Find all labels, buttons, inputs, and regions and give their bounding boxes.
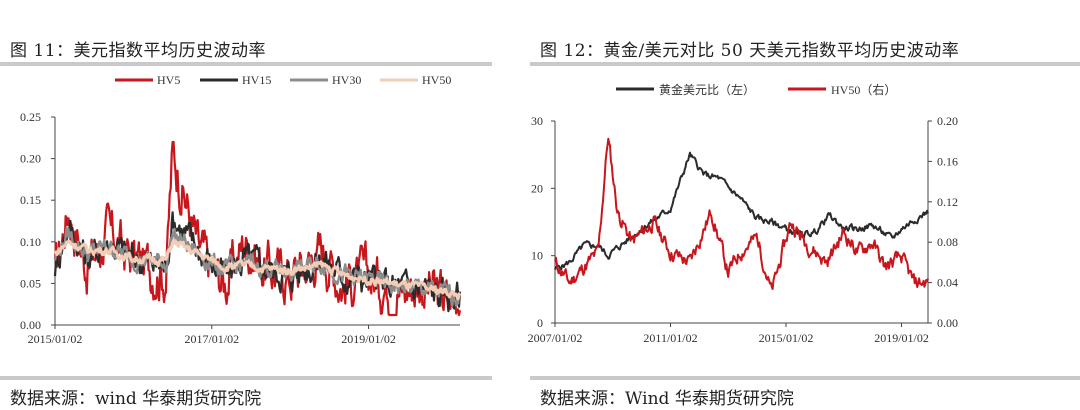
chart-title: 图 12：黄金/美元对比 50 天美元指数平均历史波动率	[540, 41, 960, 61]
source-note: 数据来源：Wind 华泰期货研究院	[540, 389, 794, 409]
hv-chart: 0.00 0.05 0.10 0.15 0.20 0.25 2015/01/02 2017/0…	[20, 73, 462, 346]
legend-label-hv5: HV5	[157, 73, 180, 87]
x-tick-label: 2007/01/02	[528, 331, 583, 345]
y-tick-label-right: 0.04	[937, 276, 958, 290]
y-tick-label: 0.25	[20, 110, 41, 124]
y-tick-label-right: 0.20	[937, 114, 958, 128]
chart-panel-hv: 图 11：美元指数平均历史波动率 0.00 0.05 0.10 0.15 0.20 0.2…	[0, 0, 492, 410]
series-line-hv50	[53, 239, 462, 301]
gold-ratio-chart: 0 10 20 30 0.00 0.04 0.08 0.12 0.16 0.20 2007/01/0…	[528, 82, 958, 345]
series-line-hv30	[53, 226, 462, 307]
y-tick-label-right: 0.08	[937, 235, 958, 249]
legend-label-hv30: HV30	[332, 73, 361, 87]
y-tick-label-right: 0.16	[937, 154, 958, 168]
chart-panel-gold-ratio: 图 12：黄金/美元对比 50 天美元指数平均历史波动率 0 10 20 30 0.00…	[528, 0, 1080, 410]
y-tick-label: 0.10	[20, 235, 41, 249]
y-tick-label-left: 10	[531, 249, 543, 263]
y-tick-label-left: 30	[531, 114, 543, 128]
series-line-hv50	[554, 137, 929, 290]
divider	[530, 62, 1080, 66]
chart-title: 图 11：美元指数平均历史波动率	[10, 41, 267, 61]
legend-label-hv50: HV50	[422, 73, 451, 87]
y-tick-label-left: 20	[531, 181, 543, 195]
y-tick-label: 0.20	[20, 152, 41, 166]
y-tick-label-right: 0.12	[937, 195, 958, 209]
y-tick-label-left: 0	[537, 316, 543, 330]
y-tick-label: 0.00	[20, 318, 41, 332]
y-tick-label-right: 0.00	[937, 316, 958, 330]
y-tick-label: 0.15	[20, 193, 41, 207]
legend-label-gold-usd-ratio: 黄金美元比（左）	[659, 82, 755, 97]
x-tick-label: 2019/01/02	[341, 332, 396, 346]
y-tick-label: 0.05	[20, 276, 41, 290]
x-tick-label: 2017/01/02	[184, 332, 239, 346]
x-tick-label: 2015/01/02	[759, 331, 814, 345]
legend-label-hv15: HV15	[242, 73, 271, 87]
x-tick-label: 2015/01/02	[28, 332, 83, 346]
divider	[0, 62, 492, 66]
divider	[530, 376, 1080, 380]
divider	[0, 376, 492, 380]
source-note: 数据来源：wind 华泰期货研究院	[10, 389, 262, 409]
x-tick-label: 2011/01/02	[643, 331, 697, 345]
series-line-gold-usd-ratio	[554, 151, 929, 271]
x-tick-label: 2019/01/02	[874, 331, 929, 345]
legend-label-hv50: HV50（右）	[831, 82, 896, 97]
